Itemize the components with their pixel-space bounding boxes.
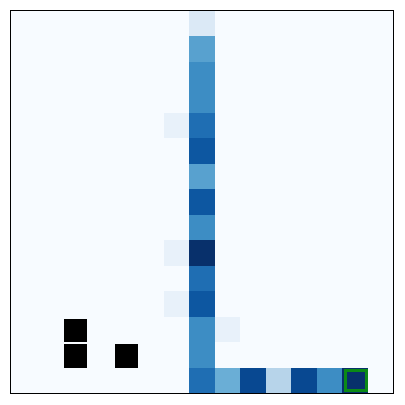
grid-cell [189, 214, 215, 241]
wall-block [114, 344, 139, 368]
wall-block [63, 344, 88, 368]
grid-cell [189, 265, 215, 292]
grid-cell [189, 316, 215, 343]
grid-cell [189, 367, 215, 393]
grid-cell [189, 189, 215, 215]
grid-cell [163, 291, 190, 317]
grid-cell [240, 367, 266, 393]
grid-cell [189, 240, 215, 266]
grid-cell [163, 240, 190, 266]
grid-cell [189, 138, 215, 164]
wall-block [63, 318, 88, 343]
grid-cell [163, 112, 190, 139]
grid-cell [265, 367, 292, 393]
grid-cell [189, 291, 215, 317]
grid-cell [189, 112, 215, 139]
game-board [10, 10, 394, 394]
grid-cell [291, 367, 317, 393]
player-marker [344, 368, 368, 392]
grid-cell [189, 87, 215, 113]
grid-cell [214, 367, 241, 393]
grid-cell [189, 36, 215, 62]
grid-cell [189, 11, 215, 37]
grid-cell [189, 342, 215, 368]
grid-cell [316, 367, 343, 393]
grid-cell [189, 61, 215, 88]
grid-cell [189, 163, 215, 190]
grid-cell [214, 316, 241, 343]
